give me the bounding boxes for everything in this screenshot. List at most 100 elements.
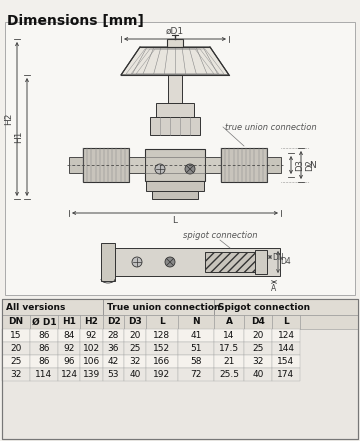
Text: H2: H2	[4, 113, 13, 125]
Polygon shape	[121, 47, 229, 75]
Bar	[205, 157, 221, 173]
Bar	[80, 315, 103, 329]
Bar	[214, 342, 244, 355]
Bar	[145, 149, 205, 181]
Bar	[30, 355, 58, 368]
Bar	[272, 329, 300, 342]
Text: 144: 144	[278, 344, 294, 353]
Bar	[214, 355, 244, 368]
Text: True union connection: True union connection	[107, 303, 220, 311]
Circle shape	[132, 257, 142, 267]
Bar	[80, 329, 103, 342]
Bar	[30, 342, 58, 355]
Bar	[101, 243, 115, 281]
Text: 25: 25	[10, 357, 22, 366]
Bar	[146, 342, 178, 355]
Bar	[156, 103, 194, 117]
Text: L: L	[159, 318, 165, 326]
Bar	[30, 315, 58, 329]
Text: H2: H2	[85, 318, 98, 326]
Bar	[146, 329, 178, 342]
Text: 114: 114	[35, 370, 53, 379]
Bar	[103, 299, 214, 315]
Bar	[168, 75, 182, 103]
Bar	[146, 181, 204, 191]
Text: D3: D3	[128, 318, 142, 326]
Text: 36: 36	[108, 344, 119, 353]
Bar	[178, 329, 214, 342]
Bar	[167, 39, 183, 47]
Text: DN: DN	[272, 253, 284, 262]
Text: 32: 32	[129, 357, 141, 366]
Bar	[83, 148, 129, 182]
Text: 40: 40	[252, 370, 264, 379]
Text: 124: 124	[278, 331, 294, 340]
Text: 42: 42	[108, 357, 119, 366]
Text: 20: 20	[252, 331, 264, 340]
Bar	[5, 22, 355, 295]
Text: D4: D4	[251, 318, 265, 326]
Text: 17.5: 17.5	[219, 344, 239, 353]
Text: 84: 84	[63, 331, 75, 340]
Text: 32: 32	[10, 370, 22, 379]
Bar	[58, 329, 80, 342]
Text: 86: 86	[38, 331, 50, 340]
Text: H1: H1	[14, 131, 23, 143]
Text: 25.5: 25.5	[219, 370, 239, 379]
Text: D3: D3	[295, 159, 304, 171]
Text: 21: 21	[223, 357, 235, 366]
Bar	[124, 368, 146, 381]
Text: 20: 20	[129, 331, 141, 340]
Text: 92: 92	[63, 344, 75, 353]
Text: 51: 51	[190, 344, 202, 353]
Bar	[178, 342, 214, 355]
Bar	[214, 315, 244, 329]
Bar	[2, 299, 358, 439]
Bar	[267, 157, 281, 173]
Bar	[58, 315, 80, 329]
Text: 41: 41	[190, 331, 202, 340]
Text: øD1: øD1	[166, 27, 184, 36]
Bar	[244, 329, 272, 342]
Text: 174: 174	[278, 370, 294, 379]
Text: 106: 106	[83, 357, 100, 366]
Text: 58: 58	[190, 357, 202, 366]
Bar	[80, 355, 103, 368]
Circle shape	[185, 164, 195, 174]
Bar	[2, 299, 103, 315]
Text: L: L	[172, 216, 177, 225]
Text: 40: 40	[129, 370, 141, 379]
Text: 154: 154	[278, 357, 294, 366]
Text: N: N	[192, 318, 200, 326]
Bar	[58, 342, 80, 355]
Bar	[272, 315, 300, 329]
Bar	[272, 342, 300, 355]
Bar	[58, 355, 80, 368]
Text: D2: D2	[305, 159, 314, 171]
Text: 20: 20	[10, 344, 22, 353]
Text: 25: 25	[129, 344, 141, 353]
Bar	[80, 368, 103, 381]
Text: 25: 25	[252, 344, 264, 353]
Bar	[244, 355, 272, 368]
Text: 53: 53	[108, 370, 119, 379]
Bar	[2, 299, 358, 439]
Text: 139: 139	[83, 370, 100, 379]
Bar	[221, 148, 267, 182]
Text: 152: 152	[153, 344, 171, 353]
Bar	[2, 329, 30, 342]
Bar	[2, 342, 30, 355]
Bar	[150, 117, 200, 135]
Text: 192: 192	[153, 370, 171, 379]
Bar	[244, 368, 272, 381]
Bar	[255, 250, 267, 274]
Text: A: A	[225, 318, 233, 326]
Text: 15: 15	[10, 331, 22, 340]
Bar	[103, 342, 124, 355]
Bar	[146, 368, 178, 381]
Bar	[124, 315, 146, 329]
Text: 86: 86	[38, 357, 50, 366]
Text: 102: 102	[83, 344, 100, 353]
Bar	[272, 368, 300, 381]
Text: 14: 14	[223, 331, 235, 340]
